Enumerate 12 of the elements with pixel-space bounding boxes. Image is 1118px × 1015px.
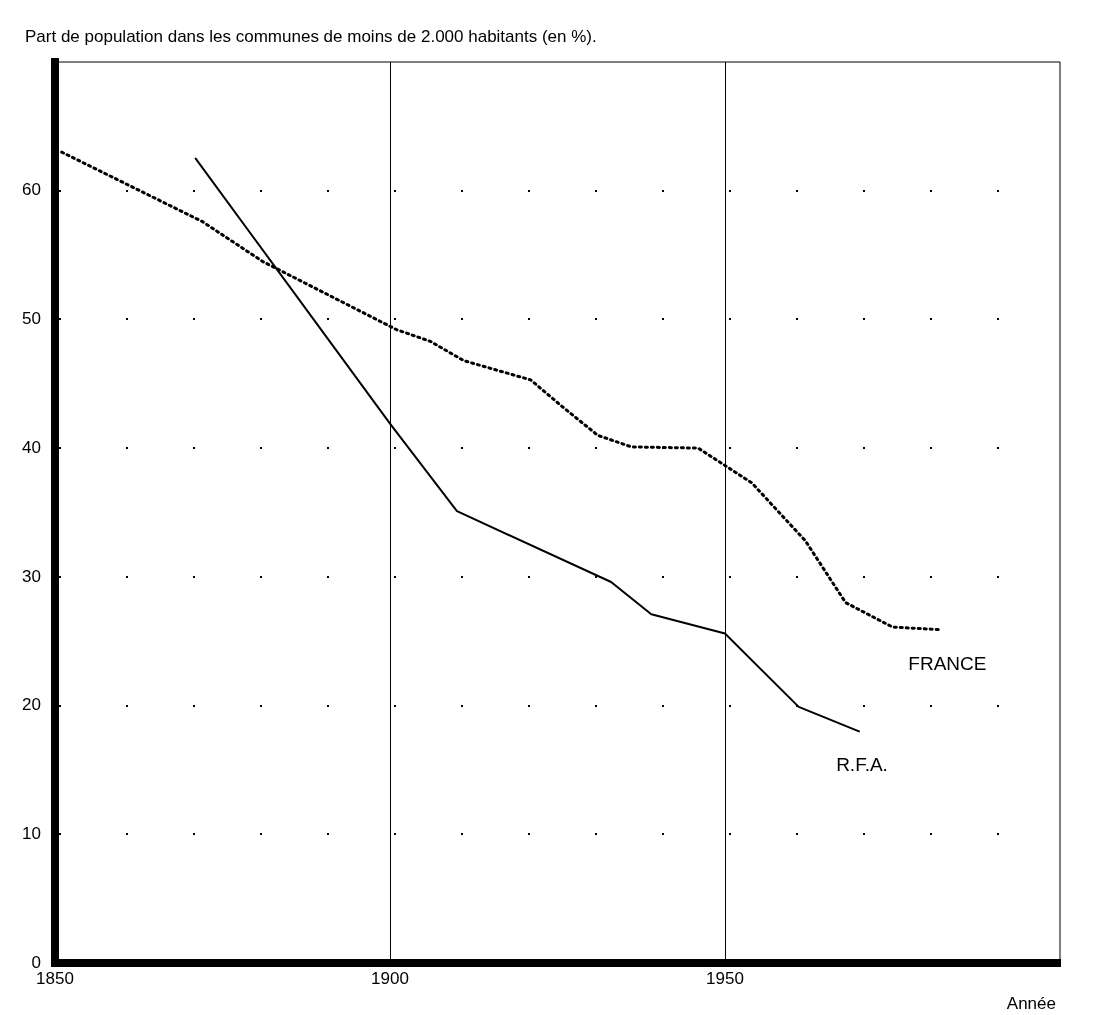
series-label: R.F.A. [836,754,888,776]
y-tick-label: 10 [22,823,41,843]
x-tick-label: 1900 [371,968,409,988]
y-tick-label: 40 [22,437,41,457]
series-label: FRANCE [908,652,987,674]
x-axis-title: Année [1006,994,1056,1013]
x-tick-label: 1950 [706,968,744,988]
y-tick-label: 30 [22,566,41,586]
y-tick-label: 20 [22,695,41,715]
y-tick-label: 50 [22,309,41,329]
chart-title: Part de population dans les communes de moins de 2.000 habitants (en %). [25,27,597,46]
y-tick-label: 60 [22,180,41,200]
